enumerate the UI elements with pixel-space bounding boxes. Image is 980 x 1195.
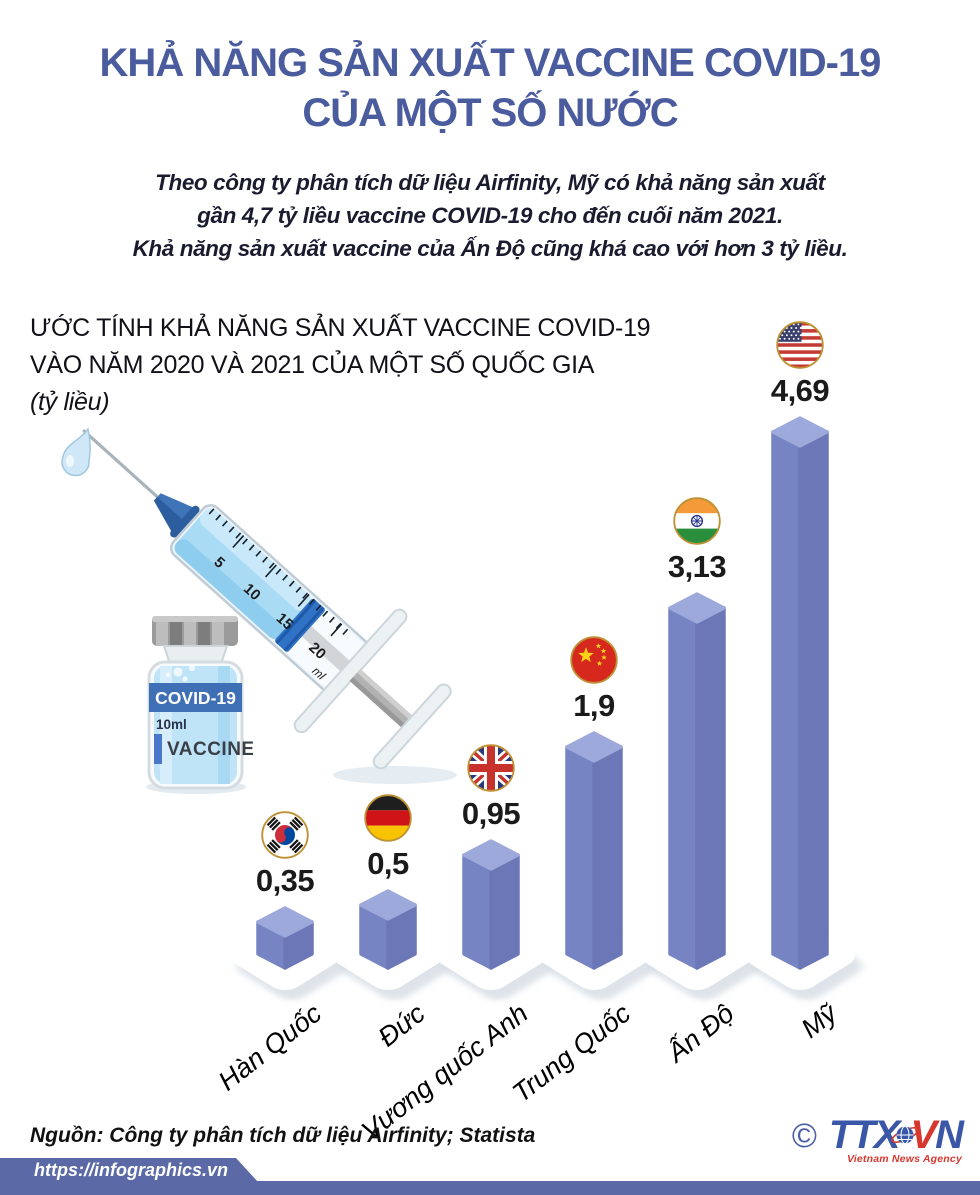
- bar-united-states: [771, 416, 829, 970]
- category-label: Đức: [372, 998, 431, 1053]
- page-title: KHẢ NĂNG SẢN XUẤT VACCINE COVID-19 CỦA M…: [0, 38, 980, 138]
- footer-url-tab: https://infographics.vn: [0, 1158, 258, 1182]
- bar-value-label: 3,13: [667, 549, 727, 584]
- bar-value-label: 0,35: [255, 863, 315, 898]
- syringe-illustration: 5 10 15 20 ml: [61, 427, 457, 784]
- subtitle-line3: Khả năng sản xuất vaccine của Ấn Độ cũng…: [132, 236, 848, 261]
- chart-title-line2: VÀO NĂM 2020 VÀ 2021 CỦA MỘT SỐ QUỐC GIA: [30, 351, 595, 379]
- syringe-shadow: [333, 766, 457, 784]
- bar-united-kingdom: [462, 839, 520, 970]
- chart-unit-note: (tỷ liều): [30, 388, 110, 416]
- subtitle-line1: Theo công ty phân tích dữ liệu Airfinity…: [155, 170, 825, 195]
- plunger-rod: [349, 668, 414, 730]
- page-title-line1: KHẢ NĂNG SẢN XUẤT VACCINE COVID-19: [99, 41, 882, 85]
- category-label: Mỹ: [795, 998, 843, 1044]
- flag-india-icon: [660, 484, 734, 558]
- bar-value-label: 0,95: [461, 796, 521, 831]
- flag-united-states: [763, 308, 837, 382]
- thumb-plate: [372, 683, 452, 770]
- plunger-seal: [275, 599, 325, 652]
- vial-text: VACCINE: [167, 739, 253, 760]
- flag-south-korea-icon: [248, 798, 322, 872]
- flag-germany-icon: [351, 781, 425, 855]
- globe-icon: [891, 1126, 920, 1144]
- vial-label-band: [149, 683, 242, 712]
- needle: [82, 429, 160, 500]
- bar-south-korea: [256, 906, 314, 970]
- ttxvn-logo: TTX V N Vietnam News Agency: [828, 1113, 964, 1165]
- agency-logo-block: © TTX V N Vietnam News Agency: [791, 1113, 964, 1165]
- ttxvn-logo-n: N: [935, 1113, 964, 1157]
- flag-united-kingdom-icon: [454, 731, 528, 805]
- flag-germany: [351, 781, 425, 855]
- vaccine-vial-illustration: COVID-19 10ml VACCINE: [146, 616, 253, 794]
- page-title-line2: CỦA MỘT SỐ NƯỚC: [302, 91, 678, 135]
- flag-united-states-icon: [763, 308, 837, 382]
- category-label: Hàn Quốc: [213, 998, 328, 1097]
- syringe-fluid: [174, 508, 311, 639]
- bar-china: [565, 731, 623, 970]
- bar-value-label: 0,5: [367, 846, 409, 881]
- flag-united-kingdom: [454, 731, 528, 805]
- scale-ticks: [208, 508, 349, 637]
- chart-title: ƯỚC TÍNH KHẢ NĂNG SẢN XUẤT VACCINE COVID…: [30, 310, 651, 421]
- copyright-icon: ©: [791, 1117, 817, 1155]
- bar-germany: [359, 889, 417, 970]
- subtitle-line2: gần 4,7 tỷ liều vaccine COVID-19 cho đến…: [197, 203, 783, 228]
- bar-value-label: 4,69: [770, 373, 830, 408]
- flag-china: [557, 623, 631, 697]
- footer-bar: [0, 1181, 980, 1195]
- chart-title-line1: ƯỚC TÍNH KHẢ NĂNG SẢN XUẤT VACCINE COVID…: [30, 314, 651, 342]
- ttxvn-tagline: Vietnam News Agency: [846, 1153, 962, 1165]
- bar-india: [668, 592, 726, 970]
- source-note: Nguồn: Công ty phân tích dữ liệu Airfini…: [30, 1124, 536, 1147]
- ttxvn-logo-ttx: TTX: [828, 1113, 901, 1157]
- footer-url: https://infographics.vn: [34, 1160, 229, 1180]
- category-label: Ấn Độ: [661, 998, 740, 1068]
- flag-china-icon: [557, 623, 631, 697]
- flag-india: [660, 484, 734, 558]
- flag-south-korea: [248, 798, 322, 872]
- vial-volume: 10ml: [156, 717, 187, 732]
- bar-value-label: 1,9: [573, 688, 615, 723]
- vial-title: COVID-19: [155, 688, 236, 708]
- subtitle: Theo công ty phân tích dữ liệu Airfinity…: [0, 166, 980, 265]
